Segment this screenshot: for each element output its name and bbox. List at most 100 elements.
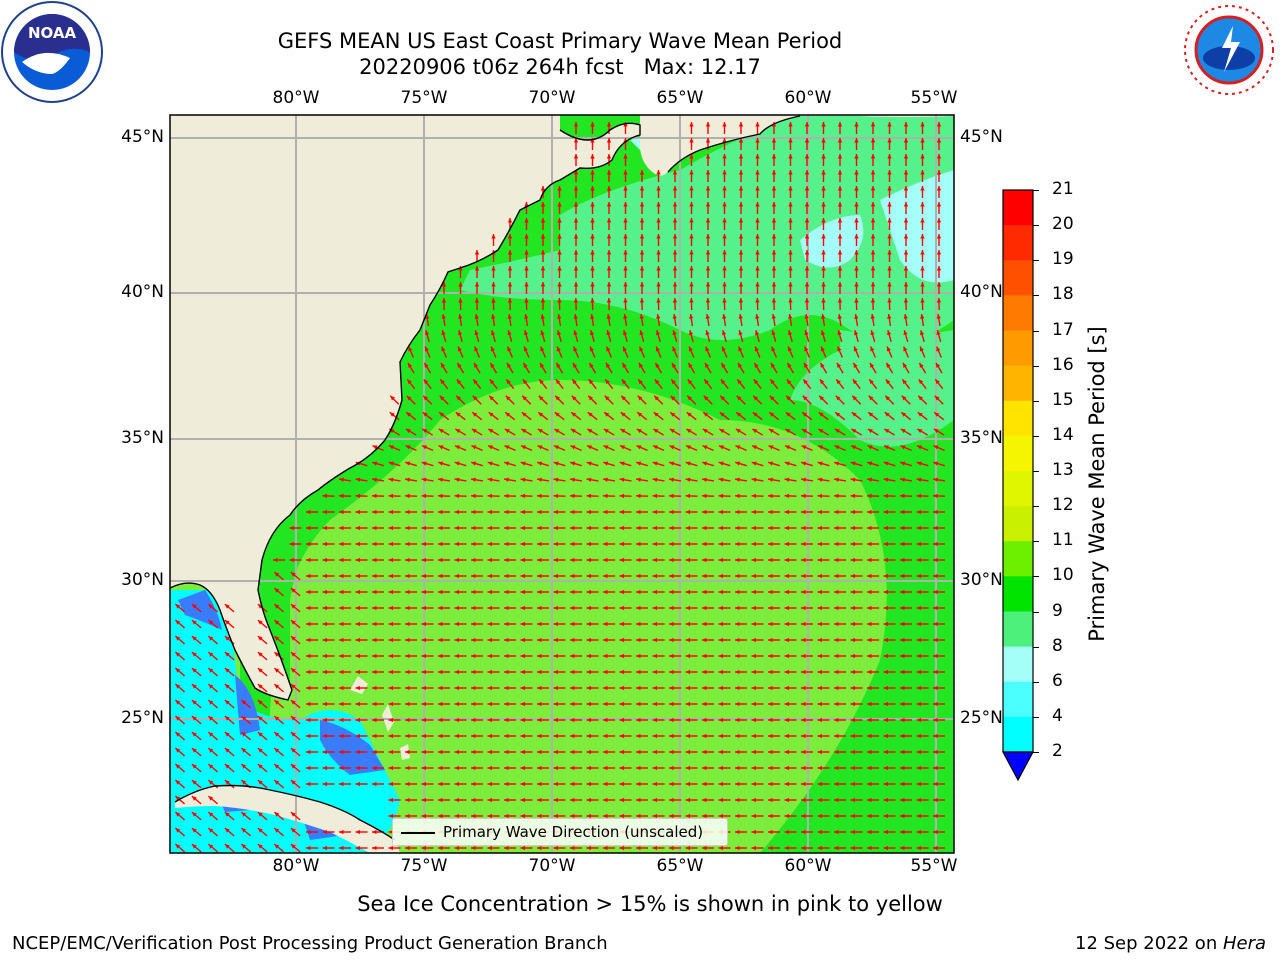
- ocean-field-deep-blue: [178, 590, 385, 840]
- wave-direction-arrow: [224, 651, 235, 661]
- wave-direction-arrow: [257, 715, 268, 725]
- wave-direction-arrow: [441, 330, 447, 342]
- wave-direction-arrow: [834, 765, 846, 771]
- wave-direction-arrow: [273, 747, 285, 757]
- wave-direction-arrow: [821, 282, 826, 294]
- wave-direction-arrow: [438, 411, 450, 421]
- wave-direction-arrow: [834, 509, 846, 515]
- wave-direction-arrow: [672, 218, 678, 230]
- wave-direction-arrow: [490, 346, 497, 358]
- wave-direction-arrow: [936, 202, 942, 214]
- wave-direction-arrow: [524, 234, 529, 246]
- wave-direction-arrow: [804, 170, 810, 182]
- wave-direction-arrow: [257, 827, 268, 837]
- wave-direction-arrow: [821, 218, 826, 230]
- wave-direction-arrow: [933, 428, 945, 436]
- wave-direction-arrow: [306, 733, 318, 739]
- wave-direction-arrow: [854, 250, 859, 262]
- wave-direction-arrow: [191, 747, 202, 757]
- colorbar-segment: [1003, 681, 1033, 718]
- wave-direction-arrow: [755, 266, 760, 278]
- wave-direction-arrow: [718, 669, 731, 675]
- wave-direction-arrow: [590, 282, 595, 294]
- wave-direction-arrow: [689, 266, 694, 278]
- wave-direction-arrow: [933, 621, 945, 627]
- wave-direction-arrow: [705, 202, 711, 214]
- colorbar-tick-label: 8: [1052, 635, 1063, 656]
- wave-direction-arrow: [606, 202, 612, 214]
- wave-direction-arrow: [718, 717, 731, 723]
- wave-direction-arrow: [507, 297, 513, 311]
- wave-direction-arrow: [587, 395, 598, 405]
- wave-direction-arrow: [768, 701, 780, 707]
- wave-direction-arrow: [606, 282, 612, 294]
- wave-direction-arrow: [734, 477, 748, 482]
- wave-direction-arrow: [652, 444, 665, 452]
- wave-direction-arrow: [619, 637, 632, 643]
- wave-direction-arrow: [520, 573, 533, 579]
- wave-direction-arrow: [801, 685, 813, 691]
- wave-direction-arrow: [224, 715, 235, 725]
- wave-direction-arrow: [339, 605, 351, 611]
- wave-direction-arrow: [751, 541, 764, 547]
- wave-direction-arrow: [454, 749, 467, 755]
- wave-direction-arrow: [590, 122, 595, 134]
- wave-direction-arrow: [751, 509, 764, 515]
- wave-direction-arrow: [487, 621, 500, 627]
- wave-direction-arrow: [837, 202, 843, 214]
- wave-direction-arrow: [606, 250, 612, 262]
- wave-direction-arrow: [785, 411, 796, 421]
- wave-direction-arrow: [557, 250, 562, 262]
- wave-direction-arrow: [471, 781, 483, 787]
- wave-direction-arrow: [536, 493, 550, 499]
- wave-direction-arrow: [290, 651, 301, 661]
- wave-direction-arrow: [537, 765, 549, 771]
- wave-direction-arrow: [751, 605, 764, 611]
- wave-direction-arrow: [553, 477, 566, 482]
- wave-direction-arrow: [652, 637, 665, 643]
- land-northeast: [640, 115, 954, 176]
- lat-tick-label-right: 45°N: [960, 127, 1003, 147]
- wave-direction-arrow: [883, 797, 896, 803]
- wave-direction-arrow: [771, 202, 777, 214]
- wave-direction-arrow: [586, 669, 599, 675]
- wave-direction-arrow: [702, 749, 714, 755]
- wave-direction-arrow: [622, 346, 629, 358]
- wave-direction-arrow: [405, 765, 417, 771]
- wave-direction-arrow: [867, 813, 879, 819]
- wave-direction-arrow: [540, 234, 546, 246]
- wave-direction-arrow: [884, 395, 895, 405]
- wave-direction-arrow: [771, 330, 777, 342]
- wave-direction-arrow: [273, 557, 285, 563]
- wave-direction-arrow: [652, 701, 665, 707]
- wave-direction-arrow: [306, 781, 318, 787]
- wave-direction-arrow: [685, 701, 698, 707]
- wave-direction-arrow: [306, 685, 318, 691]
- wave-direction-arrow: [685, 573, 698, 579]
- wave-direction-arrow: [504, 541, 516, 547]
- wave-direction-arrow: [504, 797, 516, 803]
- wave-direction-arrow: [668, 477, 682, 482]
- wave-direction-arrow: [801, 621, 813, 627]
- wave-direction-arrow: [786, 362, 795, 374]
- wave-direction-arrow: [936, 297, 942, 311]
- colorbar-segment: [1003, 190, 1033, 226]
- wave-direction-arrow: [705, 297, 711, 311]
- wave-direction-arrow: [405, 621, 417, 627]
- wave-direction-arrow: [801, 589, 813, 595]
- wave-direction-arrow: [801, 461, 813, 467]
- wave-direction-arrow: [801, 573, 813, 579]
- wave-direction-arrow: [837, 330, 843, 342]
- wave-direction-arrow: [487, 461, 500, 467]
- wave-direction-arrow: [570, 653, 582, 659]
- wave-direction-arrow: [240, 731, 252, 741]
- wave-direction-arrow: [718, 813, 731, 819]
- colorbar-tick-label: 13: [1052, 460, 1074, 480]
- wave-direction-arrow: [421, 477, 434, 482]
- wave-direction-arrow: [273, 667, 285, 677]
- wave-direction-arrow: [883, 493, 896, 499]
- wave-direction-arrow: [919, 346, 926, 358]
- wave-direction-arrow: [388, 461, 401, 467]
- wave-direction-arrow: [916, 733, 929, 739]
- wave-direction-arrow: [589, 330, 595, 342]
